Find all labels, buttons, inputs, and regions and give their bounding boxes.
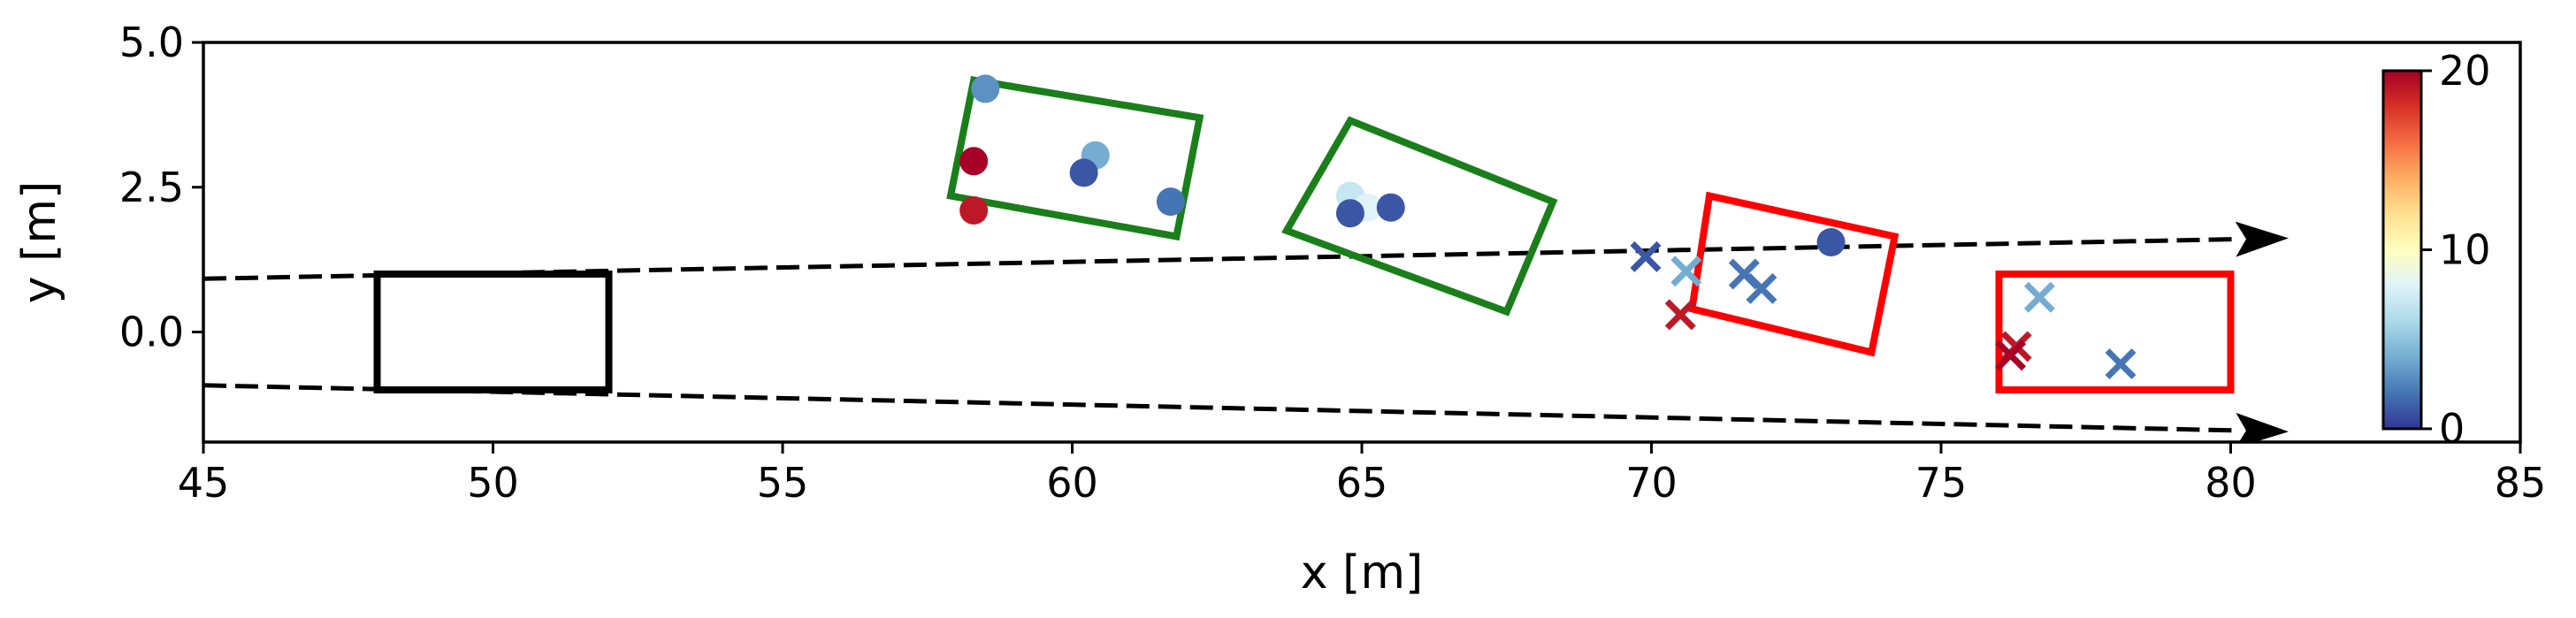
cross-point-4 — [1746, 272, 1777, 304]
colorbar-tick-label: 20 — [2439, 47, 2491, 95]
bounding-box-2 — [946, 75, 1204, 241]
cross-stroke — [1995, 340, 2027, 371]
x-axis-label: x [m] — [1301, 546, 1424, 599]
circle-point-6 — [1156, 187, 1185, 217]
cross-point-9 — [2105, 348, 2136, 380]
cross-stroke — [1746, 272, 1777, 304]
y-tick-label: 5.0 — [119, 19, 184, 66]
colorbar-tick-label: 10 — [2439, 226, 2491, 274]
y-axis-label: y [m] — [13, 181, 66, 304]
cross-point-5 — [1664, 299, 1696, 331]
x-tick-label: 60 — [1046, 459, 1098, 507]
x-tick-label: 80 — [2205, 459, 2257, 507]
x-tick-label: 45 — [178, 459, 230, 507]
y-tick-label: 0.0 — [119, 309, 184, 356]
bounding-box-1 — [373, 271, 613, 394]
circle-point-1 — [971, 74, 1000, 103]
cross-stroke — [1664, 299, 1696, 331]
x-tick-label: 75 — [1915, 459, 1968, 507]
bounding-box-3 — [1281, 116, 1558, 317]
cross-stroke — [1630, 240, 1662, 272]
circle-point-9 — [1335, 199, 1364, 228]
circle-point-3 — [959, 195, 989, 225]
circle-point-11 — [1816, 228, 1846, 256]
cross-stroke — [2105, 348, 2136, 380]
y-tick-label: 2.5 — [119, 164, 184, 211]
cross-point-2 — [1670, 256, 1702, 287]
circle-point-2 — [959, 147, 989, 176]
x-tick-label: 70 — [1625, 459, 1678, 507]
plot-frame — [202, 41, 2522, 444]
cross-point-7 — [1995, 340, 2027, 371]
colorbar-tick-label: 0 — [2439, 405, 2465, 453]
cross-point-1 — [1630, 240, 1662, 272]
cross-point-8 — [2023, 281, 2055, 313]
x-tick-label: 85 — [2495, 459, 2547, 507]
x-tick-label: 55 — [757, 459, 809, 507]
cross-stroke — [1728, 258, 1760, 290]
bounding-box-5 — [1995, 271, 2235, 394]
colorbar — [2381, 69, 2423, 431]
bounding-box-4 — [1687, 191, 1900, 357]
x-tick-label: 65 — [1336, 459, 1388, 507]
arrowhead-1 — [2235, 221, 2289, 257]
x-tick-label: 50 — [467, 459, 519, 507]
cross-stroke — [2023, 281, 2055, 313]
arrowhead-2 — [2236, 412, 2289, 442]
cross-stroke — [1670, 256, 1702, 287]
circle-point-5 — [1069, 158, 1098, 187]
circle-point-10 — [1376, 193, 1405, 222]
